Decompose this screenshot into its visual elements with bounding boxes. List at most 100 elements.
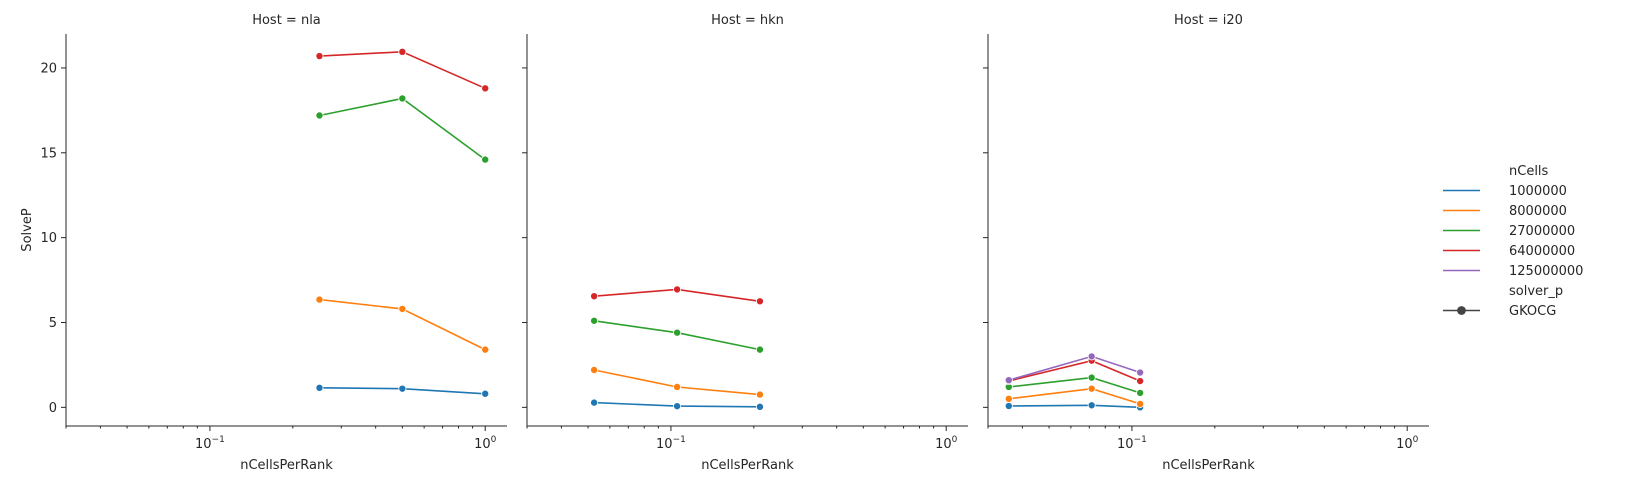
series-27000000 [315,94,490,164]
x-tick-label-base: 10 [656,437,673,452]
legend: nCells 1000000 8000000 27000000 64000000 1250… [1443,164,1583,319]
data-point [590,316,599,325]
series-8000000 [590,365,764,399]
legend-label: GKOCG [1509,304,1556,319]
data-point [398,94,407,103]
x-axis-title: nCellsPerRank [701,458,794,473]
data-point [481,84,490,93]
series-1000000 [315,383,490,398]
x-tick-label-base: 10 [1117,437,1134,452]
x-tick-label-base: 10 [1396,437,1413,452]
panel-title: Host = hkn [711,13,784,28]
data-point [1004,401,1013,410]
data-point [398,47,407,56]
legend-style-entry: GKOCG [1443,304,1556,319]
x-tick-label: 10−1 [195,435,225,452]
data-point [398,304,407,313]
legend-entry: 1000000 [1443,184,1567,199]
panel-title: Host = i20 [1174,13,1243,28]
data-point [481,389,490,398]
series-line [1008,387,1141,405]
x-axis-title: nCellsPerRank [240,458,333,473]
data-point [398,384,407,393]
x-tick-label-exponent: −1 [673,435,686,445]
x-tick-label: 10−1 [656,435,686,452]
series-line [319,50,486,90]
x-tick-label-base: 10 [935,437,952,452]
series-1000000 [1004,401,1145,412]
legend-label: 27000000 [1509,224,1575,239]
data-point [1004,376,1013,385]
data-point [1087,401,1096,410]
legend-entry: 27000000 [1443,224,1575,239]
y-tick-label: 15 [40,146,57,161]
data-point [481,345,490,354]
data-point [755,297,764,306]
x-axis-title: nCellsPerRank [1162,458,1255,473]
y-tick-label: 0 [49,401,57,416]
data-point [755,390,764,399]
legend-subtitle: solver_p [1509,284,1563,299]
series-line [1008,404,1141,409]
data-point [1136,388,1145,397]
series-64000000 [590,285,764,306]
x-tick-label: 100 [935,435,958,452]
series-27000000 [590,316,764,354]
legend-entry: 125000000 [1443,264,1583,279]
data-point [1136,368,1145,377]
x-tick-label-exponent: 0 [952,435,958,445]
legend-label: 1000000 [1509,184,1567,199]
data-point [315,295,324,304]
y-tick-label: 10 [40,231,57,246]
data-point [673,402,682,411]
x-tick-label-exponent: −1 [1134,435,1147,445]
series-8000000 [1004,384,1145,408]
data-point [590,398,599,407]
data-point [755,402,764,411]
series-line [1008,359,1141,382]
legend-title: nCells [1509,164,1549,179]
data-point [755,345,764,354]
x-tick-label-exponent: 0 [491,435,497,445]
legend-label: 64000000 [1509,244,1575,259]
y-tick-label: 5 [49,316,57,331]
data-point [673,285,682,294]
series-27000000 [1004,373,1145,397]
panel-title: Host = nla [252,13,321,28]
series-64000000 [315,47,490,93]
x-tick-label-exponent: 0 [1413,435,1419,445]
data-point [1004,394,1013,403]
x-tick-label-exponent: −1 [212,435,225,445]
data-point [315,383,324,392]
data-point [673,382,682,391]
x-tick-label: 100 [474,435,497,452]
data-point [1087,373,1096,382]
y-axis-title: SolveP [20,208,35,252]
data-point [315,111,324,120]
series-line [319,97,486,161]
series-125000000 [1004,352,1145,385]
legend-label: 125000000 [1509,264,1583,279]
data-point [590,292,599,301]
y-tick-label: 20 [40,61,57,76]
legend-entry: 64000000 [1443,244,1575,259]
data-point [1087,352,1096,361]
x-tick-label: 100 [1396,435,1419,452]
x-tick-label: 10−1 [1117,435,1147,452]
legend-entry: 8000000 [1443,204,1567,219]
data-point [590,365,599,374]
x-tick-label-base: 10 [474,437,491,452]
data-point [1087,384,1096,393]
data-point [1136,377,1145,386]
data-point [481,155,490,164]
legend-marker [1457,306,1466,315]
data-point [673,328,682,337]
data-point [1136,399,1145,408]
series-1000000 [590,398,764,411]
legend-label: 8000000 [1509,204,1567,219]
data-point [315,52,324,61]
